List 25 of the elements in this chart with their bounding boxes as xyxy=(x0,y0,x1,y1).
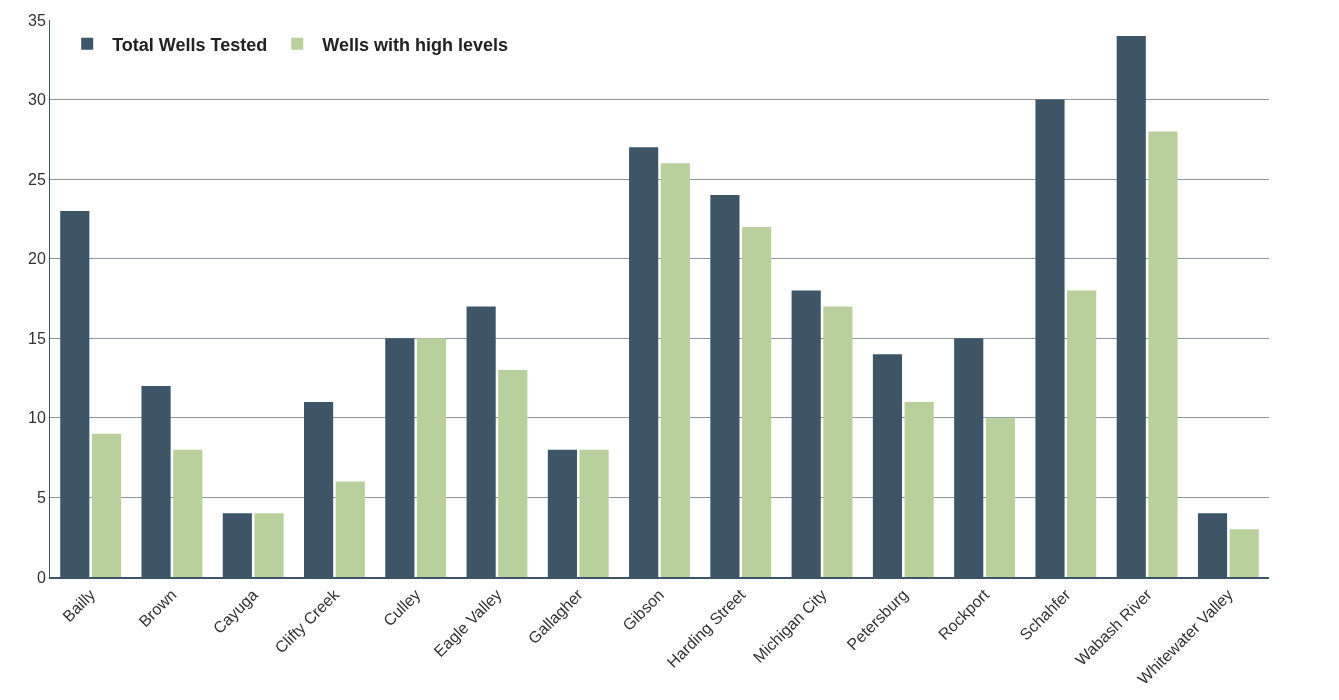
bar xyxy=(660,163,690,577)
y-tick-label: 25 xyxy=(28,170,46,188)
bar xyxy=(416,338,447,577)
bar xyxy=(173,449,203,577)
bar xyxy=(1148,131,1178,577)
bar xyxy=(335,481,365,577)
legend-label: Total Wells Tested xyxy=(112,34,268,55)
y-tick-label: 5 xyxy=(36,489,46,507)
y-tick-label: 35 xyxy=(28,11,46,29)
bar xyxy=(742,226,772,577)
bar xyxy=(498,370,528,577)
bar xyxy=(91,433,122,577)
y-tick-label: 10 xyxy=(28,409,46,427)
bar xyxy=(1067,290,1097,577)
y-tick-label: 15 xyxy=(28,329,46,347)
bar xyxy=(823,306,853,577)
y-tick-label: 30 xyxy=(28,91,46,109)
bar xyxy=(985,417,1015,577)
bar xyxy=(254,513,284,577)
y-tick-label: 0 xyxy=(36,568,46,586)
bar xyxy=(579,449,609,577)
legend-label: Wells with high levels xyxy=(322,34,508,55)
y-tick-label: 20 xyxy=(28,250,46,268)
bar xyxy=(1229,529,1259,577)
bar xyxy=(904,401,934,577)
